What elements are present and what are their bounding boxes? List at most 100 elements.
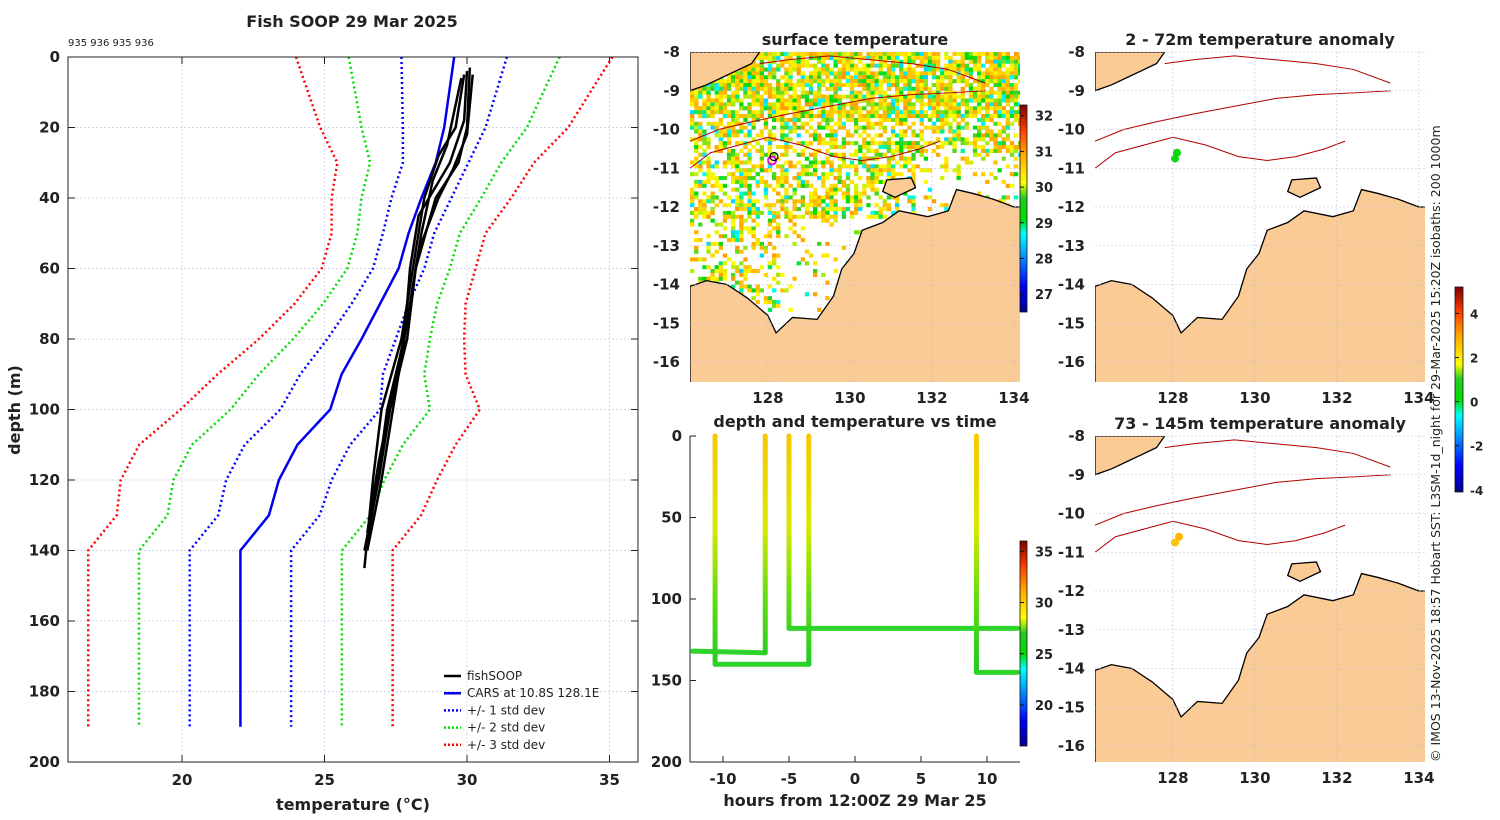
sst-pixel [718,86,723,91]
colorbar-tick-label: 0 [1470,396,1478,410]
sst-pixel [907,125,912,130]
sst-pixel [862,191,867,196]
sst-pixel [890,106,896,111]
sst-pixel [788,183,793,188]
sst-pixel [714,129,719,134]
sst-pixel [874,214,879,219]
sst-pixel [718,148,723,153]
sst-pixel [767,160,773,165]
sst-pixel [882,71,887,76]
sst-pixel [866,117,871,122]
sst-pixel [747,133,752,138]
sst-pixel [997,98,1002,103]
sst-pixel [731,102,736,107]
sst-pixel [911,199,916,204]
sst-pixel [763,152,769,157]
sst-pixel [735,156,740,161]
sst-pixel [833,141,838,146]
sst-pixel [1022,79,1026,83]
legend-label: CARS at 10.8S 128.1E [467,686,599,700]
sst-pixel [944,203,949,208]
sst-pixel [694,214,699,219]
sst-pixel [706,98,711,103]
sst-pixel [989,71,994,76]
sst-pixel [878,125,883,130]
sst-pixel [767,300,773,305]
sst-pixel [739,261,744,266]
sst-pixel [784,79,789,84]
sst-pixel [890,141,896,146]
land [1095,572,1425,762]
sst-pixel [1047,95,1051,99]
sst-pixel [882,199,887,204]
sst-pixel [1034,60,1038,64]
sst-pixel [837,145,842,150]
sst-pixel [784,187,789,192]
sst-pixel [829,114,834,119]
sst-pixel [813,156,818,161]
sst-pixel [714,160,719,165]
sst-pixel [989,94,994,99]
sst-pixel [751,67,756,72]
sst-pixel [780,83,785,88]
y-tick-label: 100 [29,401,60,419]
sst-pixel [977,59,982,64]
sst-pixel [854,195,859,200]
sst-pixel [968,71,974,76]
sst-pixel [800,94,805,99]
sst-pixel [841,156,846,161]
sst-pixel [854,172,859,177]
sst-pixel [767,307,773,312]
sst-pixel [845,176,851,181]
sst-pixel [997,52,1002,57]
sst-pixel [714,249,719,254]
sst-pixel [985,52,990,57]
sst-pixel [718,141,723,146]
sst-pixel [743,160,748,165]
sst-pixel [997,79,1002,84]
sst-pixel [710,176,715,181]
sst-pixel [722,176,728,181]
sst-pixel [690,195,695,200]
sst-pixel [792,94,797,99]
sst-pixel [972,125,978,130]
sst-pixel [804,210,810,215]
x-tick-label: 35 [599,771,620,789]
sst-pixel [886,117,892,122]
sst-pixel [1026,56,1030,60]
sst-pixel [849,160,855,165]
sst-pixel [825,71,830,76]
sst-pixel [718,245,723,250]
sst-pixel [874,179,879,184]
anomaly-point [1170,538,1179,547]
sst-pixel [706,241,711,246]
sst-pixel [977,52,982,57]
sst-pixel [706,110,711,115]
sst-pixel [817,176,822,181]
sst-pixel [940,125,945,130]
sst-pixel [714,230,719,235]
sst-pixel [919,102,924,107]
sst-pixel [903,94,908,99]
colorbar-tick-label: 29 [1035,217,1053,232]
sst-pixel [870,52,875,57]
sst-pixel [862,114,867,119]
sst-pixel [813,214,818,219]
sst-pixel [899,71,904,76]
sst-pixel [968,59,974,64]
sst-pixel [767,55,773,60]
sst-pixel [882,106,887,111]
sst-pixel [714,86,719,91]
sst-pixel [808,114,814,119]
sst-pixel [841,245,846,250]
sst-pixel [690,222,695,227]
sst-pixel [907,145,912,150]
sst-pixel [854,129,859,134]
sst-pixel [780,272,785,277]
sst-pixel [845,141,851,146]
sst-pixel [755,214,760,219]
sst-pixel [751,90,756,95]
x-axis-label: temperature (°C) [276,795,430,814]
sst-pixel [784,133,789,138]
sst-pixel [792,207,797,212]
